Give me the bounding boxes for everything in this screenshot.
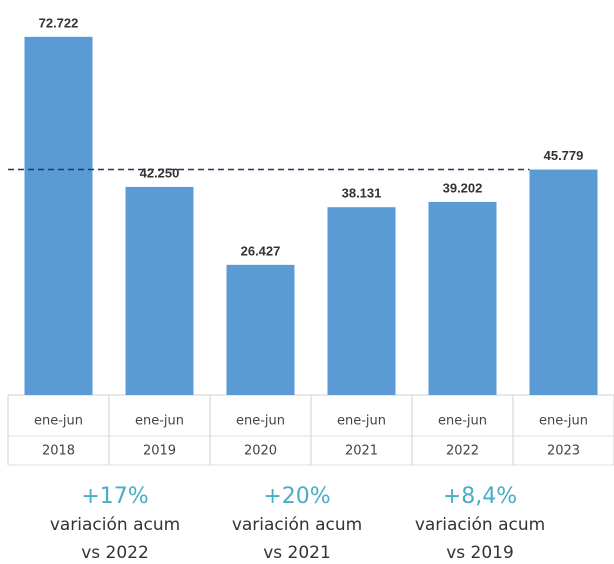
x-tick-label: ene-jun bbox=[34, 414, 83, 429]
bar bbox=[125, 186, 194, 395]
x-tick-label: ene-jun bbox=[135, 414, 184, 429]
x-tick-label: 2021 bbox=[345, 444, 378, 459]
x-tick-label: ene-jun bbox=[438, 414, 487, 429]
value-label: 26.427 bbox=[241, 243, 281, 258]
annotation-compare: vs 2021 bbox=[263, 543, 331, 563]
x-tick-label: ene-jun bbox=[236, 414, 285, 429]
bar bbox=[529, 169, 598, 395]
x-tick-label: 2018 bbox=[42, 444, 75, 459]
x-tick-label: ene-jun bbox=[337, 414, 386, 429]
annotation-compare: vs 2019 bbox=[446, 543, 514, 563]
bar bbox=[24, 36, 93, 396]
annotation-change: +8,4% bbox=[443, 484, 517, 509]
bar bbox=[226, 264, 295, 395]
annotation-change: +17% bbox=[81, 484, 148, 509]
x-tick-label: 2022 bbox=[446, 444, 479, 459]
value-label: 72.722 bbox=[39, 15, 79, 30]
bar bbox=[428, 201, 497, 395]
annotation-text: variación acum bbox=[232, 515, 362, 535]
x-tick-label: 2023 bbox=[547, 444, 580, 459]
x-tick-label: 2019 bbox=[143, 444, 176, 459]
annotation-compare: vs 2022 bbox=[81, 543, 149, 563]
value-label: 45.779 bbox=[544, 148, 584, 163]
annotation-text: variación acum bbox=[415, 515, 545, 535]
value-label: 39.202 bbox=[443, 180, 483, 195]
x-tick-label: 2020 bbox=[244, 444, 277, 459]
bar bbox=[327, 207, 396, 395]
annotation-text: variación acum bbox=[50, 515, 180, 535]
value-label: 42.250 bbox=[140, 165, 180, 180]
value-label: 38.131 bbox=[342, 186, 382, 201]
x-tick-label: ene-jun bbox=[539, 414, 588, 429]
annotation-change: +20% bbox=[263, 484, 330, 509]
